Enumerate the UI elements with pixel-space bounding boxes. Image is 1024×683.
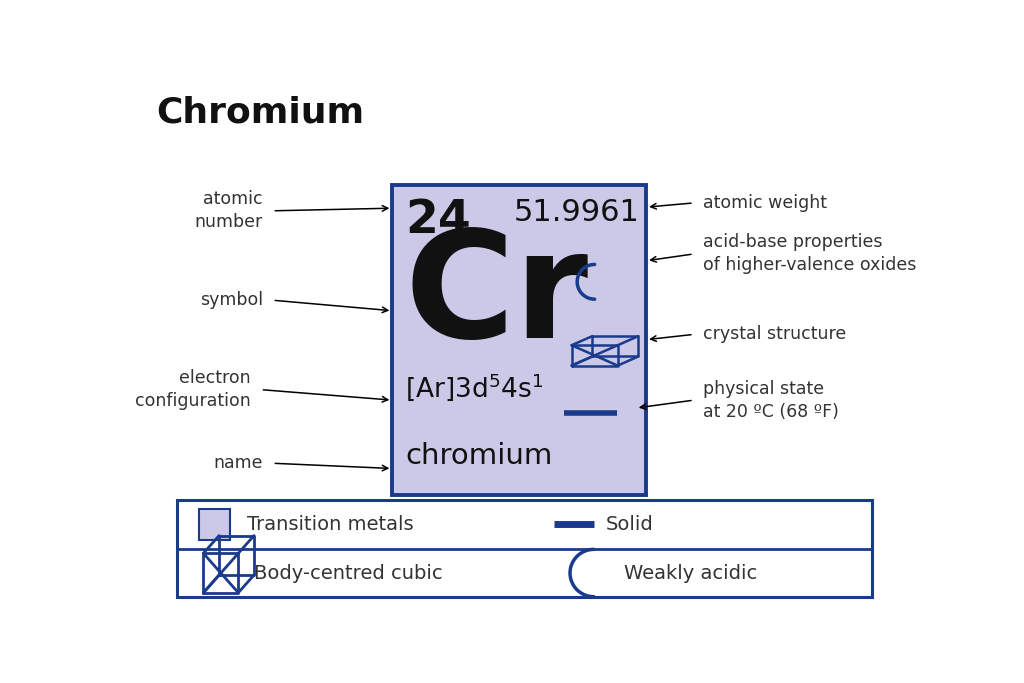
Bar bbox=[200, 509, 229, 540]
Text: Chromium: Chromium bbox=[156, 95, 364, 129]
Text: $\rm{[Ar]3}d^{\rm{5}}\rm{4}s^{\rm{1}}$: $\rm{[Ar]3}d^{\rm{5}}\rm{4}s^{\rm{1}}$ bbox=[404, 371, 544, 403]
Text: crystal structure: crystal structure bbox=[703, 325, 847, 344]
Text: electron
configuration: electron configuration bbox=[135, 370, 251, 410]
Text: 24: 24 bbox=[404, 197, 471, 242]
Text: Weakly acidic: Weakly acidic bbox=[624, 563, 758, 583]
Bar bbox=[177, 500, 872, 598]
Text: Transition metals: Transition metals bbox=[247, 515, 414, 534]
Text: Cr: Cr bbox=[404, 224, 589, 369]
Text: Body-centred cubic: Body-centred cubic bbox=[254, 563, 442, 583]
Text: Solid: Solid bbox=[606, 515, 653, 534]
Text: atomic
number: atomic number bbox=[195, 191, 263, 232]
Text: 51.9961: 51.9961 bbox=[514, 197, 640, 227]
Text: physical state
at 20 ºC (68 ºF): physical state at 20 ºC (68 ºF) bbox=[703, 380, 840, 421]
Text: acid-base properties
of higher-valence oxides: acid-base properties of higher-valence o… bbox=[703, 234, 916, 275]
Bar bbox=[392, 184, 646, 494]
Text: name: name bbox=[213, 454, 263, 472]
Text: atomic weight: atomic weight bbox=[703, 194, 827, 212]
Text: symbol: symbol bbox=[200, 291, 263, 309]
Text: chromium: chromium bbox=[404, 441, 552, 469]
